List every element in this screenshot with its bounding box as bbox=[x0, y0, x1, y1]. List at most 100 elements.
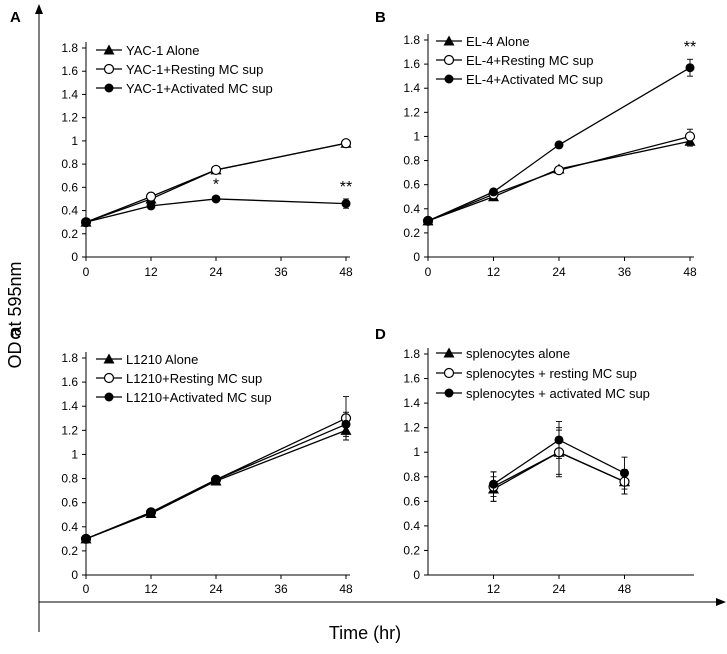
legend-marker bbox=[444, 74, 454, 84]
y-tick-label-c: 0.6 bbox=[61, 496, 78, 510]
significance-mark-b: ** bbox=[684, 39, 696, 56]
data-point bbox=[341, 199, 351, 209]
y-tick-label-d: 1 bbox=[413, 445, 420, 459]
panel-d: D 0 0.2 0.4 0.6 0.8 1 1.2 1.4 1.6 1.8 12 24 48 splenoc… bbox=[375, 326, 694, 596]
data-point bbox=[423, 216, 433, 226]
data-point bbox=[554, 140, 564, 150]
legend-b: EL-4 Alone EL-4+Resting MC sup EL-4+Activa… bbox=[436, 34, 603, 87]
y-tick-label-b: 1.6 bbox=[403, 57, 420, 71]
y-tick-label-d: 1.6 bbox=[403, 372, 420, 386]
y-tick-label-c: 1 bbox=[71, 447, 78, 461]
data-point bbox=[553, 165, 565, 176]
x-axis-title: Time (hr) bbox=[329, 623, 401, 643]
legend-marker bbox=[103, 63, 115, 75]
y-tick-label-c: 0.4 bbox=[61, 520, 78, 534]
data-point bbox=[81, 217, 91, 227]
data-point bbox=[81, 534, 91, 544]
legend-marker bbox=[103, 353, 115, 364]
outer-x-arrow bbox=[716, 598, 726, 606]
x-tick-label-d: 48 bbox=[618, 582, 632, 596]
y-tick-label-d: 1.8 bbox=[403, 347, 420, 361]
series-line bbox=[85, 142, 347, 223]
panel-c: C 0 0.2 0.4 0.6 0.8 1 1.2 1.4 1.6 1.8 0 12 24 36 48 L121… bbox=[10, 326, 353, 596]
significance-mark-a: ** bbox=[340, 179, 352, 196]
y-tick-label-b: 0.6 bbox=[403, 178, 420, 192]
panel-label-b: B bbox=[375, 9, 386, 26]
legend-label: EL-4+Resting MC sup bbox=[466, 53, 594, 68]
legend-marker bbox=[444, 388, 454, 398]
data-point bbox=[210, 164, 222, 176]
y-tick-label-a: 1 bbox=[71, 134, 78, 148]
outer-y-arrow bbox=[35, 4, 43, 14]
series-a-3 bbox=[81, 194, 351, 227]
legend-label: YAC-1+Resting MC sup bbox=[126, 62, 263, 77]
legend-label: YAC-1+Activated MC sup bbox=[126, 81, 273, 96]
y-tick-label-a: 0 bbox=[71, 250, 78, 264]
series-c-3 bbox=[81, 411, 351, 544]
data-point bbox=[685, 63, 695, 73]
panel-a: A00.20.40.60.811.21.41.61.80 12 24 36 48* **Y… bbox=[10, 9, 353, 279]
data-point bbox=[340, 138, 352, 149]
legend-label: L1210+Activated MC sup bbox=[126, 390, 272, 405]
panel-label-c: C bbox=[10, 326, 21, 343]
x-tick-label-a: 0 bbox=[83, 265, 90, 279]
y-tick-label-d: 0.8 bbox=[403, 470, 420, 484]
legend-marker bbox=[104, 392, 114, 402]
y-axis-title: OD at 595nm bbox=[5, 261, 25, 368]
x-tick-label-a: 12 bbox=[144, 265, 158, 279]
series-line bbox=[85, 198, 347, 223]
legend-marker bbox=[103, 372, 115, 384]
legend-label: EL-4+Activated MC sup bbox=[466, 72, 603, 87]
y-tick-label-c: 1.6 bbox=[61, 375, 78, 389]
legend-label: YAC-1 Alone bbox=[126, 43, 199, 58]
legend-label: L1210 Alone bbox=[126, 352, 198, 367]
legend-label: splenocytes alone bbox=[466, 346, 570, 361]
x-tick-label-b: 48 bbox=[683, 265, 697, 279]
x-tick-label-a: 48 bbox=[339, 265, 353, 279]
series-line bbox=[427, 140, 691, 222]
y-tick-label-d: 0.2 bbox=[403, 543, 420, 557]
y-tick-label-d: 0.4 bbox=[403, 519, 420, 533]
x-tick-label-b: 36 bbox=[618, 265, 632, 279]
legend-label: EL-4 Alone bbox=[466, 34, 530, 49]
y-tick-label-d: 1.2 bbox=[403, 421, 420, 435]
legend-marker bbox=[443, 35, 455, 46]
data-point bbox=[211, 475, 221, 485]
x-tick-label-d: 12 bbox=[487, 582, 501, 596]
x-tick-label-c: 24 bbox=[209, 582, 223, 596]
panel-label-d: D bbox=[375, 326, 386, 343]
legend-marker bbox=[443, 54, 455, 66]
series-d-3 bbox=[489, 421, 629, 497]
legend-label: splenocytes + resting MC sup bbox=[466, 366, 637, 381]
y-tick-label-b: 1.2 bbox=[403, 105, 420, 119]
y-tick-label-c: 0.2 bbox=[61, 544, 78, 558]
x-tick-label-c: 12 bbox=[144, 582, 158, 596]
legend-c: L1210 Alone L1210+Resting MC sup L1210+Act… bbox=[96, 352, 272, 405]
y-tick-label-b: 1 bbox=[413, 129, 420, 143]
series-b-3 bbox=[423, 58, 695, 226]
legend-marker bbox=[103, 44, 115, 55]
data-point bbox=[489, 479, 498, 489]
y-tick-label-b: 0.2 bbox=[403, 226, 420, 240]
y-tick-label-a: 0.4 bbox=[61, 204, 78, 218]
y-tick-label-a: 1.6 bbox=[61, 64, 78, 78]
data-point bbox=[554, 435, 564, 445]
data-point bbox=[146, 507, 156, 517]
legend-label: splenocytes + activated MC sup bbox=[466, 386, 650, 401]
y-tick-label-c: 0 bbox=[71, 568, 78, 582]
x-tick-label-b: 12 bbox=[487, 265, 501, 279]
data-point bbox=[620, 468, 629, 478]
y-tick-label-d: 1.4 bbox=[403, 396, 420, 410]
data-point bbox=[489, 187, 498, 197]
x-tick-label-c: 48 bbox=[339, 582, 353, 596]
x-tick-label-a: 36 bbox=[274, 265, 288, 279]
x-tick-label-b: 0 bbox=[425, 265, 432, 279]
panel-label-a: A bbox=[10, 9, 21, 26]
legend-marker bbox=[443, 367, 455, 379]
significance-mark-a: * bbox=[213, 177, 219, 194]
y-tick-label-b: 1.8 bbox=[403, 33, 420, 47]
y-tick-label-a: 1.2 bbox=[61, 111, 78, 125]
x-tick-label-b: 24 bbox=[552, 265, 566, 279]
y-tick-label-a: 1.4 bbox=[61, 87, 78, 101]
